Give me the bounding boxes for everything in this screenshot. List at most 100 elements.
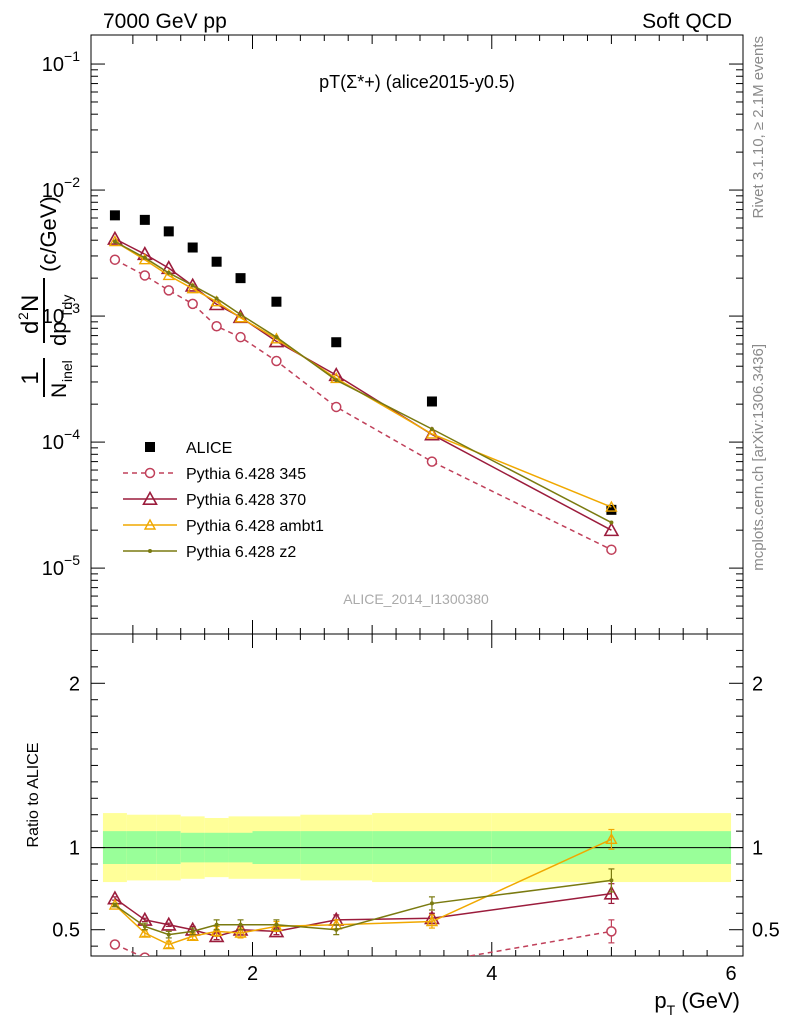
ratio-y-tick-label: 2 [69, 673, 80, 695]
ratio-point-2-8 [425, 915, 439, 927]
y-tick-label: 10−2 [42, 174, 80, 202]
legend-label-0: ALICE [186, 440, 232, 457]
data-point-4-5 [238, 312, 243, 317]
ratio-point-0-8 [427, 958, 436, 967]
x-tick-label: 4 [486, 963, 497, 985]
ratio-point-0-2 [164, 961, 173, 970]
ratio-point-2-6 [270, 919, 283, 932]
data-point-0-0 [109, 210, 120, 221]
ratio-series [107, 828, 620, 970]
data-point-3-4 [210, 295, 223, 307]
data-point-1-1 [139, 270, 151, 281]
ratio-point-2-4 [210, 924, 223, 937]
ratio-point-3-7 [334, 927, 339, 932]
ratio-point-0-4 [212, 958, 221, 967]
data-point-0-6 [271, 296, 282, 307]
data-point-0-4 [211, 256, 222, 267]
ratio-point-3-0 [112, 903, 117, 908]
y-tick-label: 10−3 [42, 300, 80, 328]
ratio-y-tick-label-right: 0.5 [752, 920, 780, 942]
data-point-4-3 [190, 283, 195, 288]
y-tick-label: 10−4 [42, 426, 80, 454]
x-tick-label: 6 [725, 963, 736, 985]
data-point-3-3 [186, 282, 199, 294]
ratio-point-2-2 [162, 938, 175, 950]
ratio-line-1 [114, 892, 612, 938]
header-right: Soft QCD [642, 10, 732, 33]
rivet-version-label: Rivet 3.1.10, ≥ 2.1M events [750, 36, 767, 219]
y-tick-label: 10−1 [42, 48, 80, 76]
ratio-point-2-0 [108, 898, 122, 910]
watermark-label: ALICE_2014_I1300380 [343, 591, 489, 607]
ratio-point-2-3 [186, 929, 199, 941]
ratio-line-2 [114, 838, 612, 946]
data-point-4-6 [274, 335, 279, 340]
data-point-4-7 [334, 378, 339, 383]
data-point-4-9 [609, 520, 614, 525]
ratio-point-0-3 [188, 958, 197, 967]
data-point-1-6 [271, 355, 282, 367]
series-line-3 [114, 240, 612, 508]
legend-label-2: Pythia 6.428 370 [186, 492, 306, 509]
ratio-y-tick-label-right: 1 [752, 838, 763, 860]
chart-title: pT(Σ*+) (alice2015-y0.5) [319, 72, 515, 92]
data-point-1-0 [109, 254, 121, 265]
svg-text:1: 1 [17, 371, 44, 384]
svg-text:dpTdy: dpTdy [46, 295, 75, 346]
data-point-0-5 [235, 273, 246, 284]
data-point-3-0 [108, 235, 122, 247]
data-point-0-9 [606, 504, 617, 515]
x-tick-label: 2 [247, 963, 258, 985]
data-point-4-8 [429, 427, 434, 432]
data-point-0-7 [331, 337, 342, 348]
ratio-point-1-2 [160, 916, 177, 931]
main-series [107, 210, 620, 555]
data-point-4-0 [112, 239, 117, 244]
data-point-0-8 [426, 396, 437, 407]
ratio-point-0-6 [272, 958, 281, 967]
ratio-ylabel: Ratio to ALICE [25, 743, 42, 848]
ratio-y-tick-label: 1 [69, 838, 80, 860]
ratio-point-0-0 [109, 939, 121, 950]
ratio-point-3-3 [190, 929, 195, 934]
data-point-2-0 [107, 230, 123, 245]
ratio-point-3-8 [429, 901, 434, 906]
header-left: 7000 GeV pp [103, 10, 227, 33]
legend-marker-0 [145, 442, 155, 452]
data-point-0-1 [139, 214, 150, 225]
ratio-uncertainty-bands [91, 813, 743, 883]
data-point-3-8 [425, 427, 439, 439]
data-point-1-7 [330, 401, 342, 413]
legend-marker-4 [148, 549, 152, 553]
data-point-2-3 [184, 277, 201, 292]
data-point-1-2 [163, 285, 175, 296]
data-point-3-5 [234, 311, 247, 323]
mcplots-label: mcplots.cern.ch [arXiv:1306.3436] [750, 344, 767, 571]
data-point-4-1 [142, 255, 147, 260]
ratio-point-3-2 [166, 932, 171, 937]
ratio-point-0-9 [606, 926, 617, 937]
legend: ALICE Pythia 6.428 345 Pythia 6.428 370 Pyt… [123, 440, 324, 561]
series-line-2 [114, 238, 612, 531]
legend-label-4: Pythia 6.428 z2 [186, 544, 296, 561]
svg-text:(c/GeV): (c/GeV) [36, 196, 61, 272]
svg-text:d2N: d2N [15, 295, 44, 334]
ratio-point-2-1 [138, 926, 152, 938]
ratio-point-0-5 [236, 958, 245, 967]
ratio-panel-frame [90, 633, 744, 957]
data-point-1-8 [426, 456, 438, 467]
ratio-point-0-7 [332, 958, 341, 967]
ratio-point-1-9 [603, 885, 620, 900]
data-point-1-9 [606, 544, 617, 555]
ratio-y-tick-label: 0.5 [52, 920, 80, 942]
data-point-4-2 [166, 270, 171, 275]
ratio-point-0-1 [139, 952, 150, 956]
axes: 2 4 6 10−5 10−4 10−3 10−2 10−1 0.5 0.5 1 1 2 2 [42, 35, 780, 985]
data-point-1-5 [235, 331, 246, 343]
data-point-1-3 [187, 298, 198, 310]
legend-marker-1 [144, 467, 156, 479]
series-line-1 [114, 259, 612, 551]
legend-marker-3 [143, 518, 157, 530]
ratio-point-3-6 [274, 922, 279, 927]
xlabel: pT (GeV) [654, 988, 740, 1018]
